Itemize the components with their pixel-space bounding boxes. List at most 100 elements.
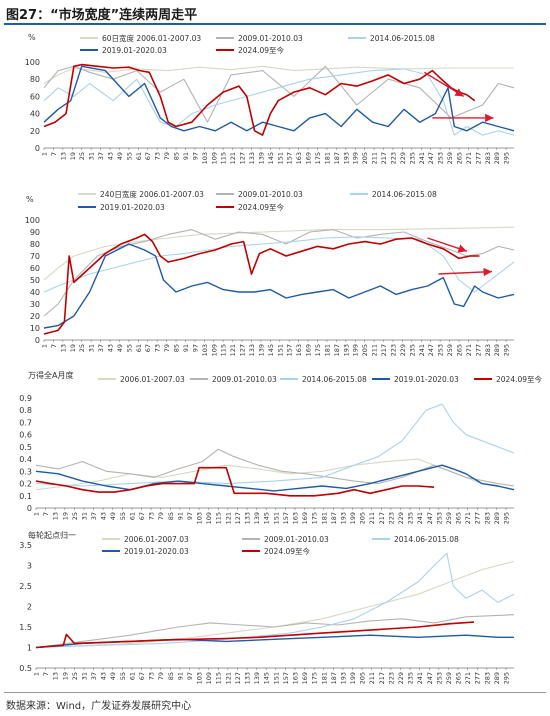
x-tick-label: 277 xyxy=(474,152,482,164)
y-tick-label: 0 xyxy=(35,336,40,345)
x-tick-label: 259 xyxy=(445,512,453,524)
y-tick-label: 0.9 xyxy=(19,394,32,403)
x-tick-label: 211 xyxy=(371,152,379,164)
x-tick-label: 55 xyxy=(119,512,127,520)
x-tick-label: 265 xyxy=(455,152,463,164)
y-axis-label: 万得全A月度 xyxy=(28,370,73,380)
y-tick-label: 0.7 xyxy=(19,418,32,427)
x-tick-label: 229 xyxy=(397,512,405,524)
x-tick-label: 133 xyxy=(248,344,256,356)
x-tick-label: 25 xyxy=(71,512,79,520)
x-tick-label: 103 xyxy=(201,344,209,356)
x-tick-label: 193 xyxy=(339,512,347,524)
x-tick-label: 217 xyxy=(380,152,388,164)
y-tick-label: 3.5 xyxy=(19,541,32,550)
y-tick-label: 3 xyxy=(27,562,32,571)
x-tick-label: 85 xyxy=(173,152,181,160)
x-tick-label: 31 xyxy=(88,344,96,352)
x-tick-label: 265 xyxy=(455,512,463,524)
x-tick-label: 55 xyxy=(125,344,133,352)
chart-panel-2: % 0 10 20 30 40 50 60 70 80 90 100 1 7 13 19 25 31 37 43 49 5… xyxy=(25,189,515,356)
x-tick-label: 13 xyxy=(59,344,67,352)
x-tick-label: 73 xyxy=(148,512,156,520)
legend-label: 2009.01-2010.03 xyxy=(212,375,277,384)
x-tick-label: 295 xyxy=(503,512,511,524)
x-tick-label: 121 xyxy=(229,344,237,356)
x-tick-label: 247 xyxy=(426,512,434,524)
x-tick-label: 133 xyxy=(244,512,252,524)
x-tick-label: 223 xyxy=(389,344,397,356)
x-tick-label: 121 xyxy=(224,512,232,524)
y-tick-label: 2 xyxy=(27,603,32,612)
x-tick-label: 289 xyxy=(493,672,501,684)
x-tick-label: 7 xyxy=(50,344,58,348)
x-tick-label: 85 xyxy=(167,512,175,520)
x-tick-label: 187 xyxy=(330,512,338,524)
y-tick-label: 60 xyxy=(30,92,40,101)
x-tick-label: 223 xyxy=(387,672,395,684)
x-tick-label: 169 xyxy=(305,152,313,164)
x-tick-label: 109 xyxy=(205,512,213,524)
legend-label: 2006.01-2007.03 xyxy=(124,535,189,544)
x-tick-label: 187 xyxy=(330,672,338,684)
x-tick-label: 169 xyxy=(305,344,313,356)
x-tick-label: 181 xyxy=(320,512,328,524)
x-tick-label: 97 xyxy=(186,512,194,520)
x-tick-label: 181 xyxy=(320,672,328,684)
x-tick-label: 175 xyxy=(314,152,322,164)
x-tick-label: 205 xyxy=(361,344,369,356)
x-tick-label: 97 xyxy=(191,344,199,352)
series-line-s2006 xyxy=(43,65,514,84)
legend-label: 2024.09至今 xyxy=(238,202,285,212)
x-tick-label: 67 xyxy=(144,344,152,352)
x-tick-label: 85 xyxy=(173,344,181,352)
y-tick-label: 40 xyxy=(30,110,40,119)
x-tick-label: 187 xyxy=(333,344,341,356)
x-tick-label: 241 xyxy=(416,672,424,684)
x-tick-label: 73 xyxy=(154,152,162,160)
x-tick-label: 13 xyxy=(59,152,67,160)
legend-label: 2009.01-2010.03 xyxy=(238,190,303,199)
x-tick-label: 1 xyxy=(41,344,49,348)
legend-label: 60日宽度 2006.01-2007.03 xyxy=(102,33,201,43)
x-tick-label: 151 xyxy=(272,512,280,524)
x-tick-label: 241 xyxy=(418,344,426,356)
x-tick-label: 67 xyxy=(144,152,152,160)
x-tick-label: 253 xyxy=(437,344,445,356)
legend-label: 2019.01-2020.03 xyxy=(124,547,189,556)
x-tick-label: 235 xyxy=(407,512,415,524)
y-tick-label: 80 xyxy=(30,75,40,84)
legend-label: 2024.09至今 xyxy=(264,546,311,556)
x-tick-label: 271 xyxy=(464,512,472,524)
x-tick-label: 163 xyxy=(291,672,299,684)
x-tick-label: 199 xyxy=(352,152,360,164)
y-tick-label: 0.3 xyxy=(19,467,32,476)
x-tick-label: 79 xyxy=(163,152,171,160)
x-tick-label: 7 xyxy=(42,512,50,516)
x-tick-label: 19 xyxy=(69,152,77,160)
y-tick-label: 60 xyxy=(30,264,40,273)
x-tick-label: 145 xyxy=(267,152,275,164)
x-tick-label: 163 xyxy=(295,152,303,164)
x-tick-label: 235 xyxy=(407,672,415,684)
x-tick-label: 289 xyxy=(493,512,501,524)
x-tick-label: 151 xyxy=(276,152,284,164)
y-axis-label: % xyxy=(26,195,34,204)
x-tick-label: 91 xyxy=(182,344,190,352)
y-tick-label: 70 xyxy=(30,252,40,261)
x-tick-label: 283 xyxy=(483,672,491,684)
x-tick-label: 61 xyxy=(135,344,143,352)
x-tick-label: 229 xyxy=(399,152,407,164)
x-tick-label: 43 xyxy=(100,512,108,520)
legend-label: 2019.01-2020.03 xyxy=(100,203,165,212)
x-tick-label: 229 xyxy=(397,672,405,684)
x-tick-label: 151 xyxy=(272,672,280,684)
series-line-s2014 xyxy=(35,552,515,649)
x-tick-label: 175 xyxy=(311,672,319,684)
x-tick-label: 55 xyxy=(125,152,133,160)
y-tick-label: 50 xyxy=(30,276,40,285)
x-tick-label: 67 xyxy=(138,672,146,680)
y-tick-label: 0.5 xyxy=(19,664,32,673)
